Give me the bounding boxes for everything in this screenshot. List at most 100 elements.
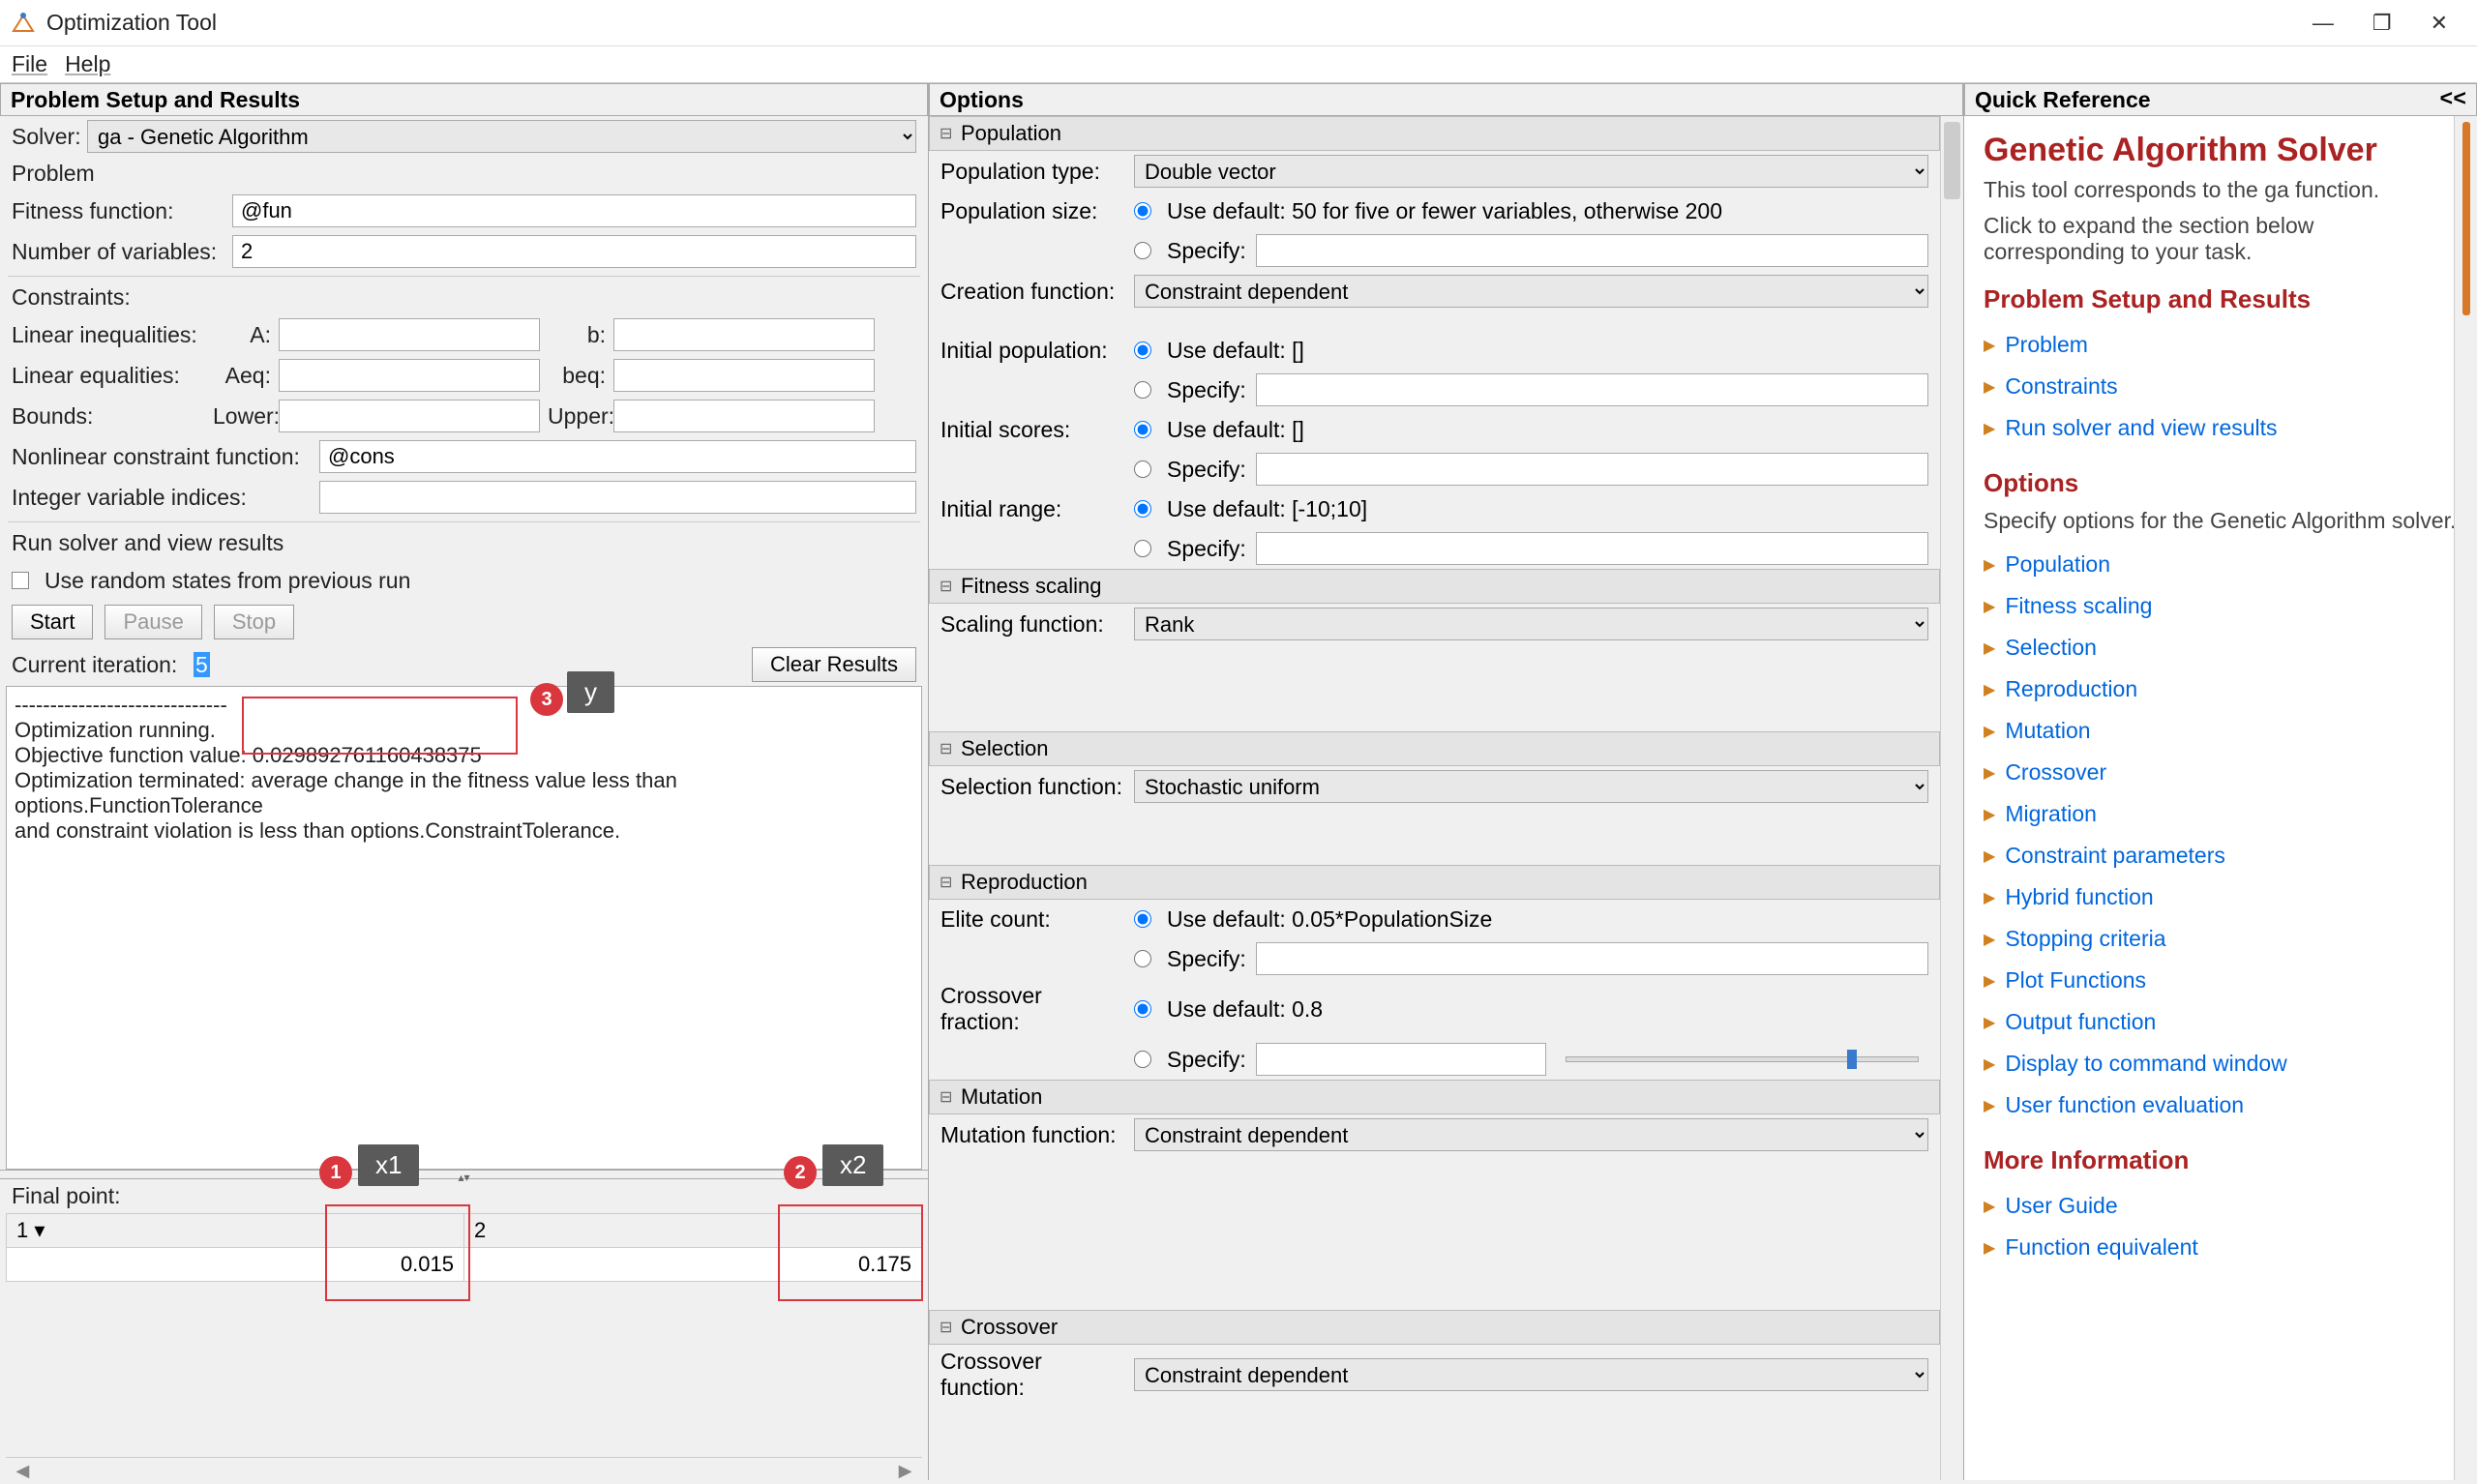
intcon-label: Integer variable indices: [12, 485, 312, 511]
initrange-default-radio[interactable] [1134, 500, 1151, 518]
crossover-group[interactable]: ⊟ Crossover [929, 1310, 1940, 1345]
table-cell-x2[interactable]: 0.175 [464, 1248, 922, 1282]
elite-count-label: Elite count: [940, 906, 1124, 933]
qr-link[interactable]: ▶Run solver and view results [1984, 407, 2458, 449]
initscores-specify-radio[interactable] [1134, 460, 1151, 478]
annotation-2-label: x2 [822, 1144, 883, 1186]
minimize-icon[interactable]: — [2313, 11, 2334, 36]
initpop-default-radio[interactable] [1134, 341, 1151, 359]
population-group[interactable]: ⊟ Population [929, 116, 1940, 151]
menu-help[interactable]: Help [65, 51, 110, 77]
elite-specify-radio[interactable] [1134, 950, 1151, 967]
annotation-3-badge: 3 [530, 683, 563, 716]
qr-link[interactable]: ▶Mutation [1984, 710, 2458, 752]
arrow-icon: ▶ [1984, 805, 1995, 824]
qr-link[interactable]: ▶ User Guide [1984, 1185, 2458, 1227]
qr-link[interactable]: ▶Constraints [1984, 366, 2458, 407]
clear-results-button[interactable]: Clear Results [752, 647, 916, 682]
initscores-default-radio[interactable] [1134, 421, 1151, 438]
initpop-specify-input[interactable] [1256, 373, 1928, 406]
qr-link[interactable]: ▶Reproduction [1984, 668, 2458, 710]
popsize-specify-radio[interactable] [1134, 242, 1151, 259]
intcon-input[interactable] [319, 481, 916, 514]
qr-link[interactable]: ▶Function equivalent [1984, 1227, 2458, 1268]
qr-link[interactable]: ▶Constraint parameters [1984, 835, 2458, 876]
pause-button[interactable]: Pause [104, 605, 201, 639]
initscores-specify-input[interactable] [1256, 453, 1928, 486]
initpop-specify-radio[interactable] [1134, 381, 1151, 399]
arrow-icon: ▶ [1984, 555, 1995, 575]
menu-bar: File Help [0, 46, 2477, 83]
crossfrac-default-radio[interactable] [1134, 1000, 1151, 1018]
arrow-icon: ▶ [1984, 1197, 1995, 1216]
qr-link-label: Constraint parameters [2005, 843, 2225, 869]
b-input[interactable] [613, 318, 875, 351]
qr-link[interactable]: ▶Selection [1984, 627, 2458, 668]
A-label: A: [213, 322, 271, 348]
fitness-function-input[interactable] [232, 194, 916, 227]
qr-description: This tool corresponds to the ga function… [1984, 177, 2458, 203]
nonlcon-input[interactable] [319, 440, 916, 473]
nvars-input[interactable] [232, 235, 916, 268]
beq-input[interactable] [613, 359, 875, 392]
qr-link[interactable]: ▶Problem [1984, 324, 2458, 366]
creation-function-select[interactable]: Constraint dependent [1134, 275, 1928, 308]
reproduction-group[interactable]: ⊟ Reproduction [929, 865, 1940, 900]
selection-function-select[interactable]: Stochastic uniform [1134, 770, 1928, 803]
popsize-default-radio[interactable] [1134, 202, 1151, 220]
qr-link[interactable]: ▶Hybrid function [1984, 876, 2458, 918]
table-col-2[interactable]: 2 [464, 1214, 922, 1248]
qr-link[interactable]: ▶Fitness scaling [1984, 585, 2458, 627]
close-icon[interactable]: ✕ [2431, 11, 2448, 36]
selection-group[interactable]: ⊟ Selection [929, 731, 1940, 766]
popsize-specify-input[interactable] [1256, 234, 1928, 267]
qr-link[interactable]: ▶Plot Functions [1984, 960, 2458, 1001]
elite-specify-input[interactable] [1256, 942, 1928, 975]
h-scrollbar[interactable]: ◄► [6, 1457, 922, 1480]
bounds-label: Bounds: [12, 403, 205, 430]
crossfrac-specify-input[interactable] [1256, 1043, 1546, 1076]
initrange-specify-input[interactable] [1256, 532, 1928, 565]
arrow-icon: ▶ [1984, 377, 1995, 397]
population-type-select[interactable]: Double vector [1134, 155, 1928, 188]
qr-link[interactable]: ▶User function evaluation [1984, 1084, 2458, 1126]
qr-link[interactable]: ▶Migration [1984, 793, 2458, 835]
qr-link[interactable]: ▶Stopping criteria [1984, 918, 2458, 960]
stop-button[interactable]: Stop [214, 605, 294, 639]
qr-link[interactable]: ▶Crossover [1984, 752, 2458, 793]
qr-link[interactable]: ▶Population [1984, 544, 2458, 585]
qr-link-label: User Guide [2005, 1193, 2117, 1219]
results-output: ------------------------------ Optimizat… [6, 686, 922, 1170]
qr-link[interactable]: ▶Display to command window [1984, 1043, 2458, 1084]
initrange-specify-radio[interactable] [1134, 540, 1151, 557]
table-col-1[interactable]: 1 ▾ [7, 1214, 464, 1248]
qr-link[interactable]: ▶Output function [1984, 1001, 2458, 1043]
problem-section-label: Problem [0, 157, 928, 191]
crossover-function-select[interactable]: Constraint dependent [1134, 1358, 1928, 1391]
upper-input[interactable] [613, 400, 875, 432]
maximize-icon[interactable]: ❐ [2373, 11, 2392, 36]
current-iteration-value[interactable]: 5 [194, 652, 210, 677]
elite-default-radio[interactable] [1134, 910, 1151, 928]
Aeq-input[interactable] [279, 359, 540, 392]
collapse-icon: ⊟ [940, 124, 955, 143]
random-states-checkbox[interactable] [12, 572, 29, 589]
collapse-panel-icon[interactable]: << [2439, 87, 2466, 112]
start-button[interactable]: Start [12, 605, 93, 639]
crossfrac-slider[interactable] [1566, 1056, 1919, 1062]
mutation-function-select[interactable]: Constraint dependent [1134, 1118, 1928, 1151]
scaling-function-select[interactable]: Rank [1134, 608, 1928, 640]
lineq-label: Linear equalities: [12, 363, 205, 389]
table-cell-x1[interactable]: 0.015 [7, 1248, 464, 1282]
solver-select[interactable]: ga - Genetic Algorithm [87, 120, 916, 153]
population-size-label: Population size: [940, 198, 1124, 224]
quickref-scrollbar[interactable] [2454, 116, 2477, 1480]
mutation-group[interactable]: ⊟ Mutation [929, 1080, 1940, 1114]
lower-input[interactable] [279, 400, 540, 432]
crossfrac-specify-radio[interactable] [1134, 1051, 1151, 1068]
qr-link-label: Fitness scaling [2005, 593, 2152, 619]
fitness-scaling-group[interactable]: ⊟ Fitness scaling [929, 569, 1940, 604]
options-scrollbar[interactable] [1940, 116, 1963, 1480]
A-input[interactable] [279, 318, 540, 351]
menu-file[interactable]: File [12, 51, 47, 77]
